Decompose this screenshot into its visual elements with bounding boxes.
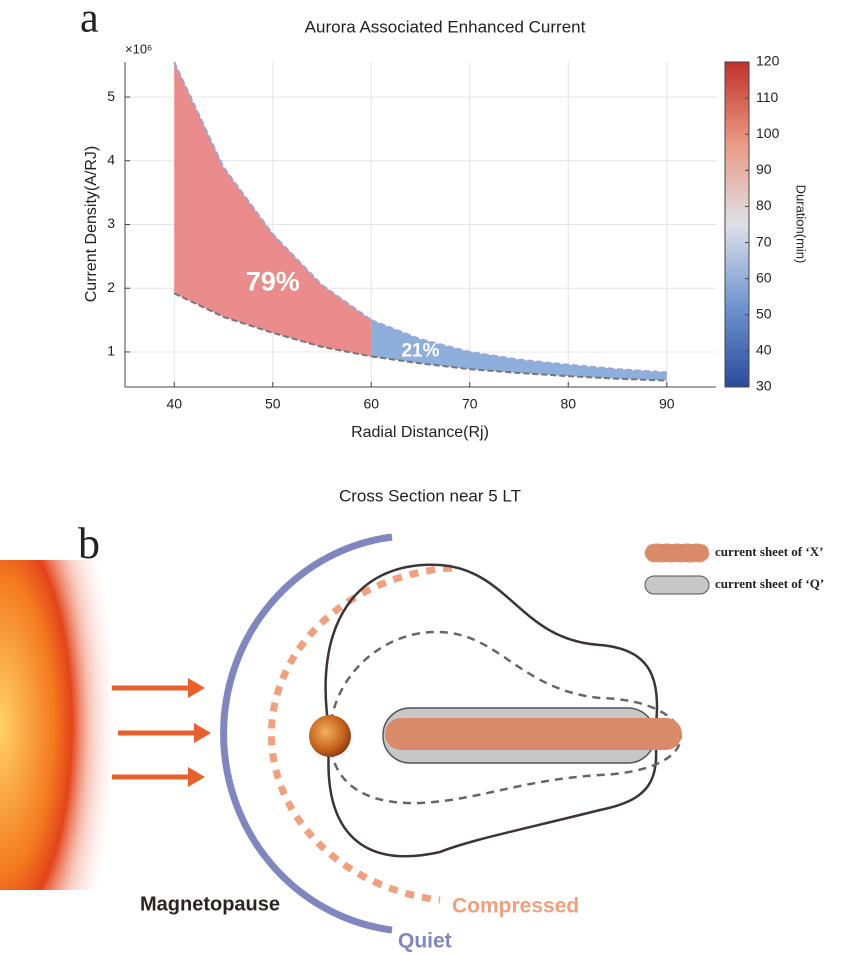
y-tick-label: 5: [107, 88, 115, 104]
panel-label: a: [80, 0, 99, 42]
y-axis-label: Current Density(A/RJ): [83, 146, 100, 302]
band-fill: [174, 62, 372, 357]
x-tick-label: 40: [166, 396, 182, 412]
y-multiplier: ×10⁶: [125, 41, 152, 56]
chart-title: Aurora Associated Enhanced Current: [305, 17, 586, 36]
lower-curve: [371, 355, 667, 382]
quiet-label: Quiet: [398, 930, 452, 953]
x-axis-label: Radial Distance(Rj): [351, 424, 489, 441]
colorbar-label: Duration(min): [794, 185, 809, 264]
y-tick-label: 1: [107, 343, 115, 359]
compressed-magnetopause: [268, 564, 453, 904]
upper-curve: [173, 61, 372, 321]
colorbar-tick-label: 30: [756, 378, 772, 394]
y-tick-label: 4: [107, 151, 115, 167]
colorbar-tick-label: 90: [756, 161, 772, 177]
magnetosphere-compressed: [328, 630, 682, 805]
sun: [0, 560, 120, 890]
compressed-label: Compressed: [452, 895, 579, 918]
x-tick-label: 70: [462, 396, 478, 412]
colorbar-tick-label: 100: [756, 125, 780, 141]
lower-curve: [173, 292, 372, 358]
legend-swatch: [644, 543, 710, 563]
colorbar-tick-label: 40: [756, 342, 772, 358]
x-tick-label: 90: [659, 396, 675, 412]
colorbar: [724, 61, 750, 388]
x-tick-label: 60: [363, 396, 379, 412]
colorbar-tick-label: 110: [756, 89, 779, 105]
legend-label: current sheet of ‘Q’: [715, 576, 824, 591]
diagram-title: Cross Section near 5 LT: [339, 486, 521, 505]
x-tick-label: 50: [265, 396, 281, 412]
y-tick-label: 2: [107, 279, 115, 295]
quiet-magnetopause: [220, 533, 393, 934]
legend-label: current sheet of ‘X’: [715, 544, 823, 559]
colorbar-tick-label: 70: [756, 233, 772, 249]
solar-wind-arrows: [112, 678, 211, 787]
plot: 40 50 60 70 80 90 1 2 3 4 5 79% 21% 30 40 50 60 70 80 90 100…: [107, 53, 779, 412]
colorbar-tick-label: 80: [756, 197, 772, 213]
current-sheet-x: [385, 718, 682, 750]
band-label: 21%: [401, 340, 439, 361]
jupiter: [309, 715, 351, 757]
band-label: 79%: [246, 267, 300, 297]
legend-swatch: [644, 575, 710, 595]
panel-label: b: [78, 519, 100, 568]
colorbar-tick-label: 50: [756, 305, 772, 321]
magnetopause-label: Magnetopause: [140, 893, 280, 915]
x-tick-label: 80: [560, 396, 576, 412]
y-tick-label: 3: [107, 215, 115, 231]
colorbar-tick-label: 60: [756, 269, 772, 285]
upper-curve: [370, 319, 667, 374]
colorbar-tick-label: 120: [756, 53, 780, 69]
